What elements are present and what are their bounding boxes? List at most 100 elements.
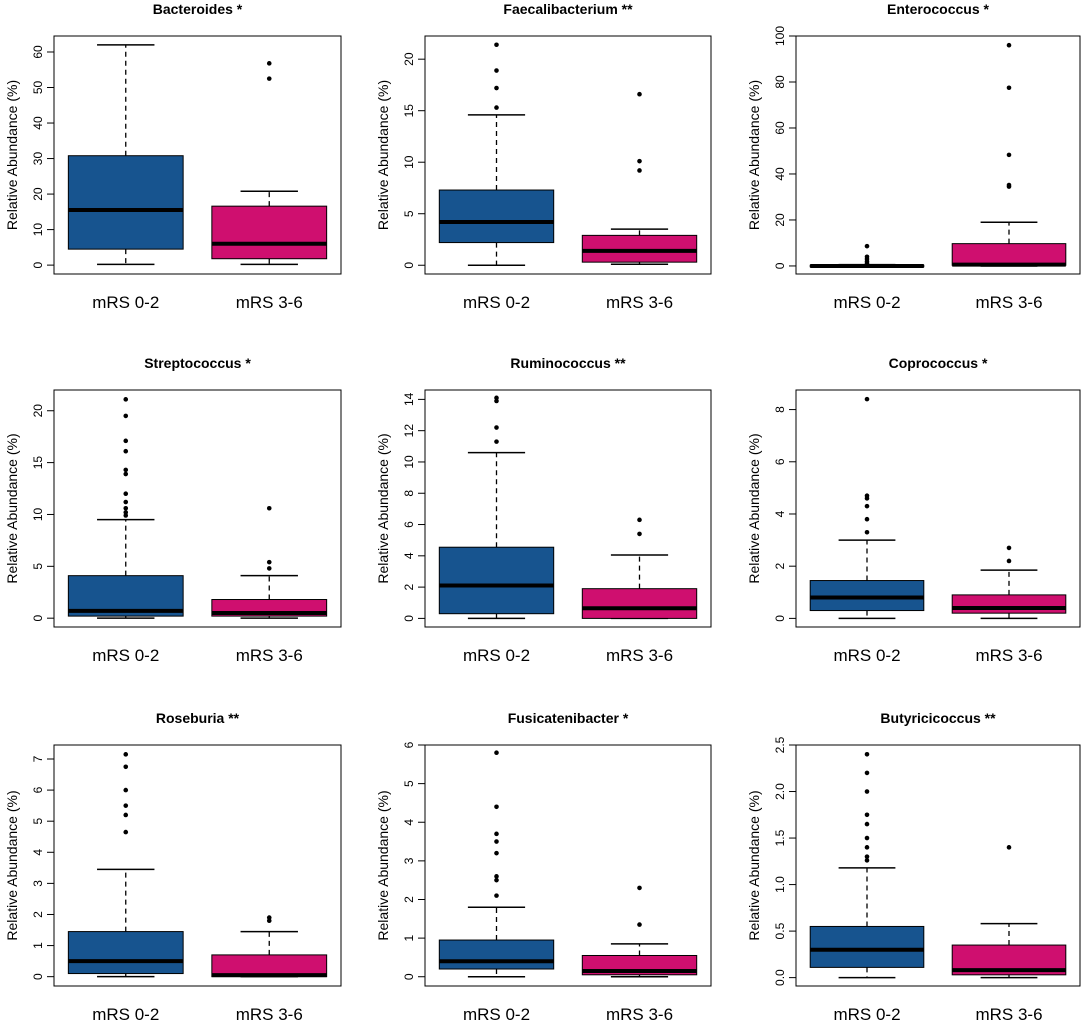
y-tick-label: 1.0	[773, 876, 787, 893]
y-tick-label: 0	[773, 615, 787, 622]
panel-5: Coprococcus * Relative Abundance (%) 0 2 4 6 8…	[746, 355, 1081, 665]
outlier-point	[864, 529, 870, 535]
plot-frame	[53, 389, 342, 628]
outlier-point	[123, 510, 129, 515]
outlier-point	[494, 85, 499, 91]
plot-frame	[795, 744, 1081, 987]
y-tick-label: 0	[402, 262, 416, 269]
outlier-point	[864, 845, 870, 850]
outlier-point	[864, 858, 870, 863]
plot-frame	[424, 389, 712, 628]
outlier-point	[864, 503, 870, 509]
outlier-point	[266, 915, 272, 920]
box-group-1	[67, 752, 184, 978]
chart-title: Bacteroides *	[153, 1, 243, 17]
y-tick-label: 1	[402, 934, 416, 941]
y-tick-label: 6	[402, 741, 416, 748]
y-tick-label: 10	[402, 155, 416, 169]
outlier-point	[637, 158, 642, 164]
y-tick-label: 2.0	[773, 783, 787, 800]
outlier-point	[494, 68, 499, 73]
outlier-point	[494, 893, 499, 898]
panel-0: Bacteroides * Relative Abundance (%) 0 10 20…	[4, 1, 342, 312]
chart-title: Faecalibacterium **	[503, 1, 633, 17]
outlier-point	[1006, 545, 1012, 551]
outlier-point	[864, 752, 870, 757]
outlier-point	[266, 76, 272, 81]
outlier-point	[864, 516, 870, 522]
y-tick-label: 10	[31, 223, 45, 237]
outlier-point	[123, 787, 129, 793]
outlier-point	[1006, 182, 1012, 188]
outlier-point	[1006, 558, 1012, 564]
y-tick-label: 40	[773, 167, 787, 181]
box-group-2	[211, 505, 328, 619]
plot-frame	[795, 35, 1081, 275]
chart-title: Coprococcus *	[889, 355, 988, 371]
y-tick-label: 50	[31, 81, 45, 95]
outlier-point	[123, 491, 129, 497]
y-tick-label: 60	[773, 121, 787, 135]
iqr-box	[67, 155, 184, 250]
x-category-label: mRS 3-6	[975, 1005, 1042, 1024]
x-category-label: mRS 0-2	[463, 646, 530, 665]
outlier-point	[864, 854, 870, 859]
outlier-point	[123, 505, 129, 511]
outlier-point	[864, 396, 870, 402]
panel-2: Enterococcus * Relative Abundance (%) 0 20 4…	[746, 1, 1081, 312]
outlier-point	[637, 885, 642, 891]
x-category-label: mRS 0-2	[463, 1005, 530, 1024]
outlier-point	[266, 505, 272, 511]
x-category-label: mRS 3-6	[606, 646, 673, 665]
outlier-point	[637, 517, 642, 523]
outlier-point	[266, 61, 272, 66]
y-axis-label: Relative Abundance (%)	[4, 790, 20, 940]
outlier-point	[864, 835, 870, 841]
iqr-box	[581, 588, 698, 619]
plot-frame	[795, 389, 1081, 628]
outlier-point	[494, 839, 499, 844]
outlier-point	[123, 467, 129, 473]
x-category-label: mRS 0-2	[833, 1005, 900, 1024]
outlier-point	[123, 812, 129, 818]
outlier-point	[1006, 845, 1012, 850]
outlier-point	[1006, 42, 1012, 48]
outlier-point	[123, 499, 129, 505]
panel-3: Streptococcus * Relative Abundance (%) 0 5 1…	[4, 355, 342, 665]
x-category-label: mRS 0-2	[92, 646, 159, 665]
outlier-point	[864, 821, 870, 827]
x-category-label: mRS 3-6	[606, 1005, 673, 1024]
chart-title: Ruminococcus **	[510, 355, 626, 371]
y-axis-label: Relative Abundance (%)	[375, 80, 391, 230]
y-tick-label: 4	[402, 819, 416, 826]
y-tick-label: 12	[402, 424, 416, 438]
panel-1: Faecalibacterium ** Relative Abundance (%…	[375, 1, 712, 312]
y-axis-label: Relative Abundance (%)	[4, 80, 20, 230]
outlier-point	[637, 531, 642, 537]
outlier-point	[864, 254, 870, 260]
y-tick-label: 4	[402, 552, 416, 559]
y-tick-label: 5	[31, 563, 45, 570]
box-group-1	[67, 397, 184, 619]
plot-frame	[53, 744, 342, 987]
x-category-label: mRS 3-6	[236, 1005, 303, 1024]
outlier-point	[494, 439, 499, 444]
box-group-2	[211, 915, 328, 978]
x-category-label: mRS 3-6	[975, 293, 1042, 312]
y-tick-label: 100	[773, 26, 787, 46]
y-tick-label: 4	[31, 849, 45, 856]
y-tick-label: 10	[402, 455, 416, 469]
box-group-2	[951, 545, 1067, 620]
box-group-1	[438, 42, 555, 266]
outlier-point	[123, 752, 129, 757]
outlier-point	[494, 425, 499, 430]
iqr-box	[438, 189, 555, 244]
y-tick-label: 20	[402, 52, 416, 66]
outlier-point	[637, 168, 642, 173]
y-tick-label: 7	[31, 755, 45, 762]
iqr-box	[951, 594, 1067, 614]
outlier-point	[123, 764, 129, 770]
y-tick-label: 10	[31, 507, 45, 521]
outlier-point	[494, 804, 499, 810]
outlier-point	[494, 850, 499, 856]
